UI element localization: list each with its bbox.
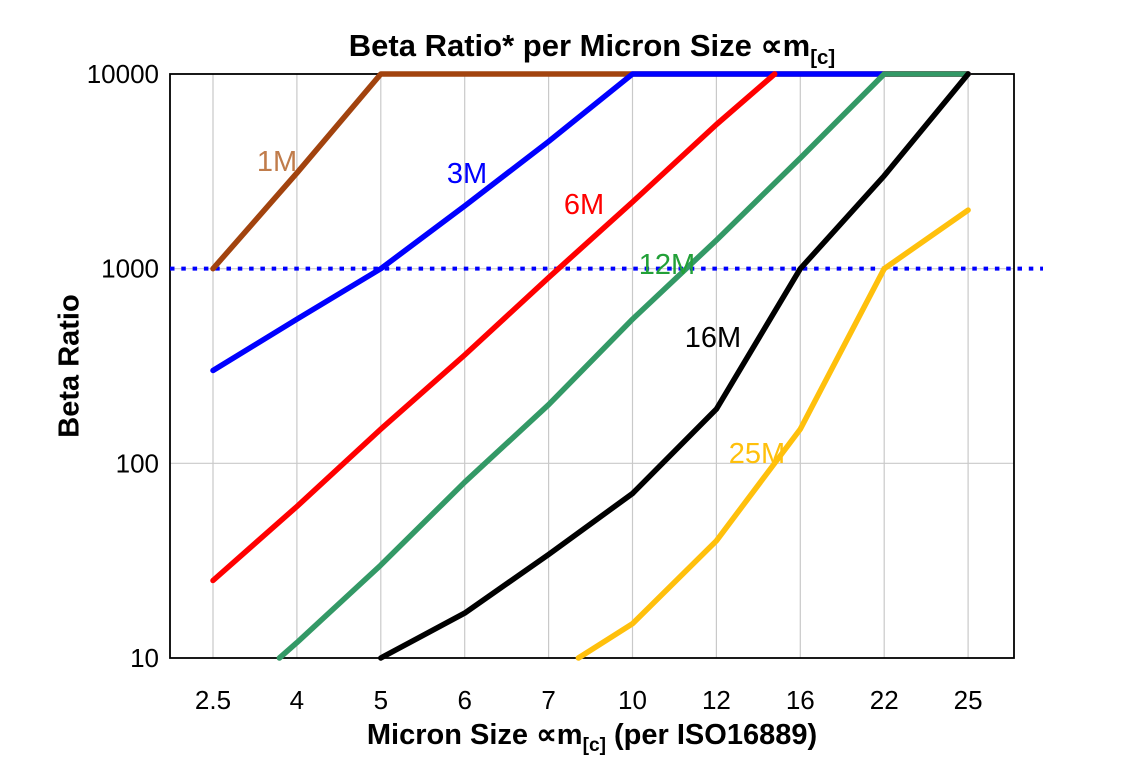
x-tick-label: 10 (618, 685, 647, 715)
x-tick-label: 12 (702, 685, 731, 715)
y-tick-label: 100 (116, 448, 159, 478)
x-tick-label: 16 (786, 685, 815, 715)
series-label-12M: 12M (639, 249, 695, 281)
chart-title: Beta Ratio* per Micron Size ∝m[c] (170, 28, 1014, 69)
series-line-25M (575, 207, 971, 661)
y-tick-label: 1000 (101, 254, 159, 284)
series-label-3M: 3M (447, 158, 487, 190)
x-axis-title-subscript: [c] (582, 735, 606, 757)
proportional-symbol: ∝m (536, 719, 583, 751)
x-tick-label: 7 (541, 685, 555, 715)
series-label-25M: 25M (729, 438, 785, 470)
x-tick-label: 5 (374, 685, 388, 715)
chart-title-subscript: [c] (810, 45, 836, 69)
x-tick-label: 22 (870, 685, 899, 715)
y-tick-label: 10000 (87, 59, 159, 89)
series-label-1M: 1M (257, 146, 297, 178)
x-axis-title: Micron Size ∝m[c] (per ISO16889) (170, 717, 1014, 756)
x-tick-label: 2.5 (195, 685, 231, 715)
series-label-6M: 6M (564, 189, 604, 221)
y-axis-title: Beta Ratio (53, 294, 86, 438)
x-tick-label: 4 (290, 685, 304, 715)
series-line-12M (276, 71, 971, 661)
series-label-16M: 16M (685, 322, 741, 354)
x-tick-label: 6 (457, 685, 471, 715)
x-axis-title-text: Micron Size (366, 719, 537, 751)
series-line-16M (378, 71, 971, 661)
y-tick-label: 10 (130, 643, 159, 673)
series-line-3M (210, 71, 971, 374)
x-axis-title-suffix: (per ISO16889) (605, 719, 818, 751)
proportional-symbol: ∝m (760, 28, 811, 63)
chart-title-text: Beta Ratio* per Micron Size (348, 28, 761, 63)
x-tick-label: 25 (954, 685, 983, 715)
